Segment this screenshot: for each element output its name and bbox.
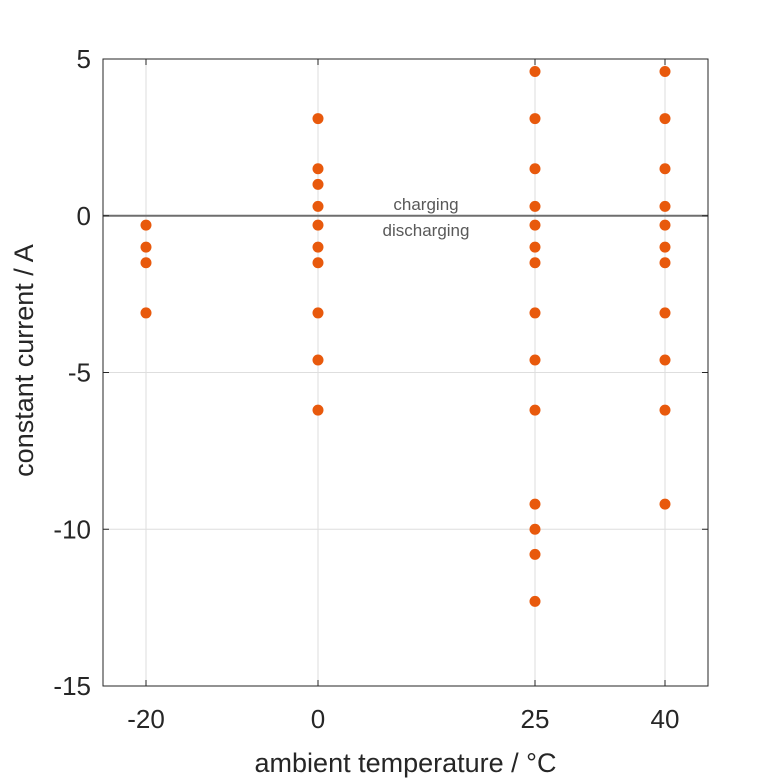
data-point	[659, 257, 671, 269]
data-point	[312, 354, 324, 366]
data-point	[529, 404, 541, 416]
data-point	[312, 257, 324, 269]
data-point	[312, 200, 324, 212]
x-axis-label: ambient temperature / °C	[255, 748, 557, 778]
data-point	[312, 113, 324, 125]
y-axis-label: constant current / A	[9, 244, 39, 477]
data-point	[529, 354, 541, 366]
data-point	[529, 163, 541, 175]
data-point	[529, 200, 541, 212]
grid	[103, 58, 708, 687]
data-point	[659, 200, 671, 212]
data-point	[312, 307, 324, 319]
data-point	[659, 354, 671, 366]
x-tick-label: 25	[521, 704, 550, 734]
data-point	[312, 178, 324, 190]
data-point	[529, 241, 541, 253]
y-tick-label: 5	[77, 44, 91, 74]
data-point	[140, 257, 152, 269]
data-point	[659, 404, 671, 416]
data-points	[140, 66, 671, 607]
data-point	[312, 163, 324, 175]
x-tick-label: 0	[311, 704, 325, 734]
discharging-annotation: discharging	[383, 221, 470, 240]
data-point	[659, 163, 671, 175]
y-tick-label: -10	[53, 514, 91, 544]
data-point	[140, 307, 152, 319]
data-point	[529, 498, 541, 510]
data-point	[659, 219, 671, 231]
data-point	[529, 595, 541, 607]
x-tick-label: -20	[127, 704, 165, 734]
data-point	[312, 241, 324, 253]
data-point	[659, 113, 671, 125]
data-point	[312, 404, 324, 416]
data-point	[529, 523, 541, 535]
y-tick-label: -15	[53, 671, 91, 701]
axis-ticks: -20 0 25 40 5 0 -5 -10 -15	[53, 44, 708, 734]
data-point	[529, 257, 541, 269]
data-point	[140, 219, 152, 231]
y-tick-label: 0	[77, 201, 91, 231]
data-point	[659, 66, 671, 78]
data-point	[312, 219, 324, 231]
data-point	[659, 307, 671, 319]
y-tick-label: -5	[68, 358, 91, 388]
x-tick-label: 40	[651, 704, 680, 734]
data-point	[529, 219, 541, 231]
data-point	[529, 307, 541, 319]
data-point	[529, 113, 541, 125]
data-point	[659, 241, 671, 253]
data-point	[140, 241, 152, 253]
data-point	[529, 66, 541, 78]
charging-annotation: charging	[393, 195, 458, 214]
data-point	[659, 498, 671, 510]
data-point	[529, 548, 541, 560]
